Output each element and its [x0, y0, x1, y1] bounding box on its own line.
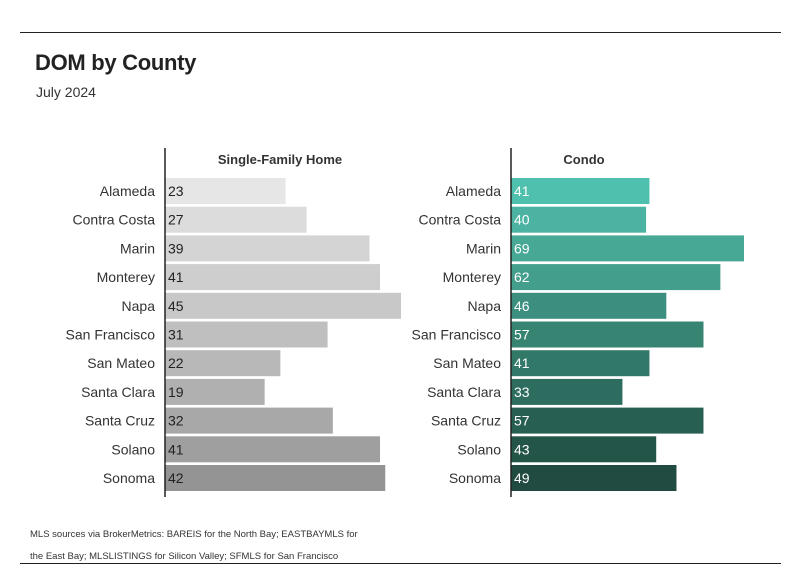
category-label-sfh-san-francisco: San Francisco	[66, 327, 156, 343]
category-label-condo-marin: Marin	[466, 240, 501, 256]
category-label-sfh-napa: Napa	[122, 298, 156, 314]
bar-sfh-alameda	[165, 178, 286, 204]
bar-sfh-san-mateo	[165, 350, 281, 377]
category-label-condo-alameda: Alameda	[446, 183, 501, 199]
top-rule	[20, 32, 781, 33]
bar-sfh-sonoma	[165, 465, 386, 491]
value-label-condo-santa-clara: 33	[514, 384, 530, 400]
bar-sfh-marin	[165, 235, 370, 262]
value-label-condo-santa-cruz: 57	[514, 413, 530, 429]
category-label-sfh-marin: Marin	[120, 240, 155, 256]
chart-title: DOM by County	[35, 50, 197, 75]
panel-title-sfh: Single-Family Home	[218, 152, 342, 167]
value-label-condo-napa: 46	[514, 298, 530, 314]
bar-condo-napa	[511, 292, 667, 319]
value-label-sfh-solano: 41	[168, 441, 184, 457]
category-label-condo-san-mateo: San Mateo	[433, 355, 501, 371]
category-label-condo-santa-cruz: Santa Cruz	[431, 413, 501, 429]
bar-condo-san-mateo	[511, 350, 650, 377]
category-label-condo-solano: Solano	[457, 441, 501, 457]
category-label-condo-santa-clara: Santa Clara	[427, 384, 501, 400]
bar-sfh-santa-clara	[165, 378, 265, 405]
bar-sfh-contra-costa	[165, 206, 307, 233]
chart-subtitle: July 2024	[36, 84, 96, 100]
bar-sfh-san-francisco	[165, 321, 328, 348]
category-label-condo-sonoma: Sonoma	[449, 470, 501, 486]
value-label-sfh-santa-cruz: 32	[168, 413, 184, 429]
value-label-sfh-santa-clara: 19	[168, 384, 184, 400]
value-label-condo-solano: 43	[514, 441, 530, 457]
bottom-rule	[20, 563, 781, 564]
category-label-sfh-santa-cruz: Santa Cruz	[85, 413, 155, 429]
category-label-sfh-san-mateo: San Mateo	[87, 355, 155, 371]
category-label-condo-san-francisco: San Francisco	[412, 327, 502, 343]
value-label-condo-contra-costa: 40	[514, 212, 530, 228]
panel-single-family-home: Single-Family Home Alameda 23 Contra Costa 2…	[66, 148, 401, 497]
bar-condo-marin	[511, 235, 744, 262]
value-label-condo-sonoma: 49	[514, 470, 530, 486]
bar-condo-monterey	[511, 264, 721, 291]
value-label-sfh-napa: 45	[168, 298, 184, 314]
panel-condo: Condo Alameda 41 Contra Costa 40 Marin 69 Monte…	[412, 148, 744, 497]
value-label-condo-san-francisco: 57	[514, 327, 530, 343]
category-label-sfh-alameda: Alameda	[100, 183, 155, 199]
category-label-condo-contra-costa: Contra Costa	[419, 212, 502, 228]
value-label-sfh-monterey: 41	[168, 269, 184, 285]
bar-condo-san-francisco	[511, 321, 704, 348]
bar-sfh-santa-cruz	[165, 407, 333, 434]
bar-condo-contra-costa	[511, 206, 647, 233]
category-label-condo-monterey: Monterey	[443, 269, 501, 285]
bar-sfh-napa	[165, 292, 401, 319]
value-label-condo-alameda: 41	[514, 183, 530, 199]
bar-condo-santa-cruz	[511, 407, 704, 434]
value-label-sfh-san-francisco: 31	[168, 327, 184, 343]
bar-condo-sonoma	[511, 465, 677, 491]
category-label-sfh-santa-clara: Santa Clara	[81, 384, 155, 400]
bar-sfh-monterey	[165, 264, 381, 291]
value-label-sfh-alameda: 23	[168, 183, 184, 199]
category-label-sfh-sonoma: Sonoma	[103, 470, 155, 486]
value-label-condo-san-mateo: 41	[514, 355, 530, 371]
value-label-sfh-san-mateo: 22	[168, 355, 184, 371]
category-label-sfh-solano: Solano	[111, 441, 155, 457]
value-label-sfh-sonoma: 42	[168, 470, 184, 486]
value-label-condo-monterey: 62	[514, 269, 530, 285]
bar-condo-santa-clara	[511, 378, 623, 405]
source-note: MLS sources via BrokerMetrics: BAREIS fo…	[30, 529, 358, 562]
bar-sfh-solano	[165, 436, 381, 463]
panel-title-condo: Condo	[563, 152, 604, 167]
value-label-sfh-marin: 39	[168, 240, 184, 256]
category-label-sfh-contra-costa: Contra Costa	[73, 212, 156, 228]
bar-condo-alameda	[511, 178, 650, 204]
value-label-sfh-contra-costa: 27	[168, 212, 184, 228]
value-label-condo-marin: 69	[514, 240, 530, 256]
bar-condo-solano	[511, 436, 657, 463]
category-label-condo-napa: Napa	[468, 298, 502, 314]
category-label-sfh-monterey: Monterey	[97, 269, 155, 285]
